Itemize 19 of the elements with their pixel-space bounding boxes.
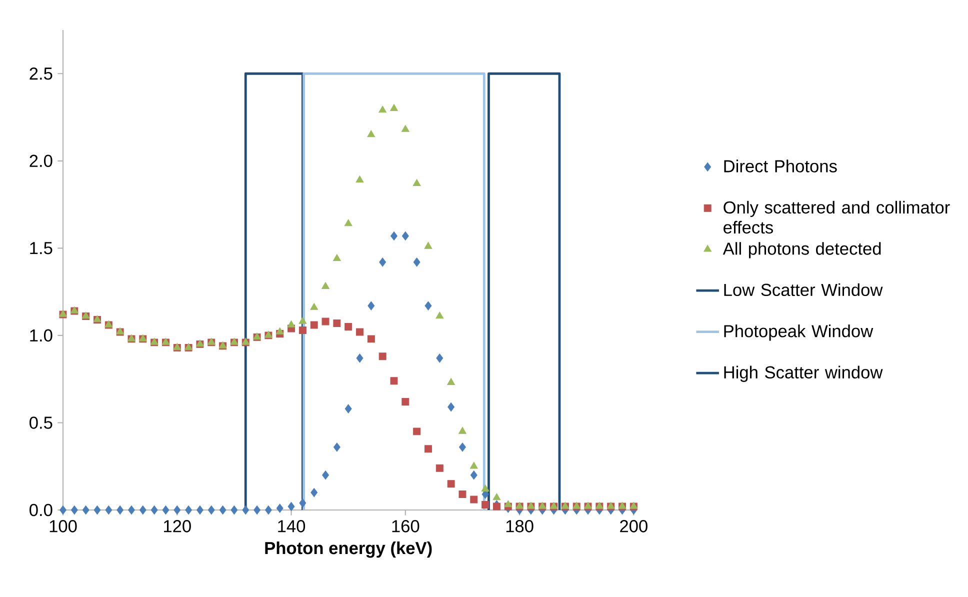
x-tick-label: 180 — [506, 520, 534, 532]
y-tick-label: 0.5 — [30, 416, 52, 429]
legend-label: Low Scatter Window — [724, 283, 883, 296]
y-tick-label: 2.5 — [30, 67, 52, 80]
y-tick-label: 1.0 — [30, 329, 52, 342]
legend-label: Photopeak Window — [724, 324, 874, 341]
x-tick-label: 100 — [50, 520, 77, 532]
x-tick-label: 120 — [164, 520, 191, 532]
x-axis-title: Photon energy (keV) — [265, 541, 432, 558]
x-tick-label: 160 — [392, 520, 420, 532]
legend-label: Only scattered and collimator effects — [724, 200, 950, 234]
y-tick-label: 0.0 — [30, 504, 52, 516]
legend-label: All photons detected — [722, 242, 881, 258]
y-tick-label: 2.0 — [30, 154, 52, 168]
y-tick-label: 1.5 — [30, 242, 52, 254]
x-tick-label: 140 — [278, 520, 306, 532]
x-tick-label: 200 — [620, 520, 648, 532]
legend-label: High Scatter window — [724, 366, 883, 382]
legend-label: Direct Photons — [724, 160, 837, 172]
